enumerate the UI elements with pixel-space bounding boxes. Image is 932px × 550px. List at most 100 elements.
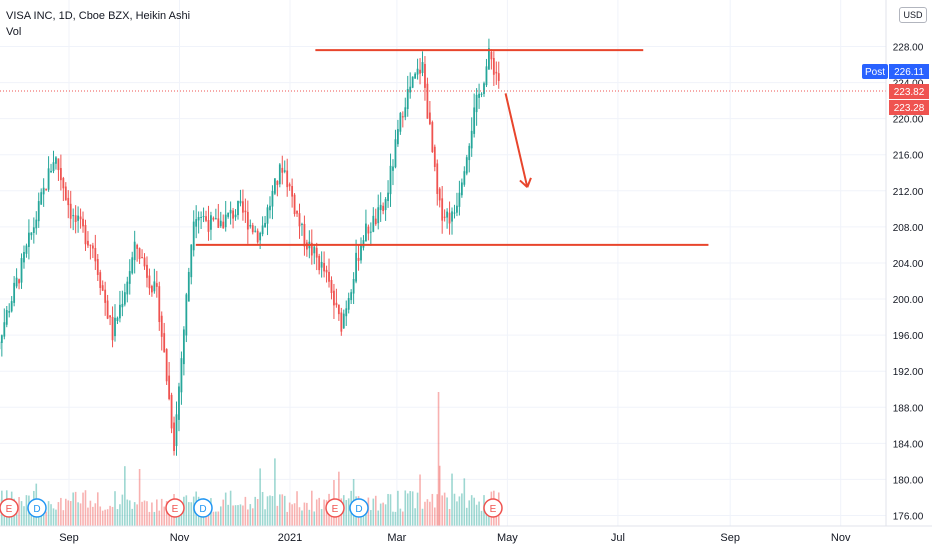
candle-body [138,248,141,259]
volume-bar [65,498,67,526]
candle-body [192,221,195,251]
last-price-badge-bg [889,84,929,99]
candle-body [350,292,353,301]
candle-body [397,129,399,145]
volume-bar [229,490,232,526]
candle-body [374,218,377,225]
candle-body [160,315,163,337]
candle-body [119,304,121,319]
volume-bar [384,504,387,526]
candle-body [463,171,466,185]
volume-bar [303,502,306,526]
volume-bar [379,503,382,526]
candle-body [433,146,436,167]
candle-body [18,279,20,284]
candle-body [431,122,434,153]
volume-bar [146,501,148,526]
candle-body [136,244,139,249]
candle-body [365,223,367,242]
candle-body [185,294,188,336]
volume-bar [259,468,261,526]
candle-body [352,278,355,294]
volume-bar [306,502,308,526]
candle-body [232,210,234,219]
volume-bar [121,494,124,526]
volume-bar [377,510,380,526]
volume-histogram [0,392,500,526]
candle-body [35,219,38,229]
candle-body [153,281,156,292]
dividend-marker[interactable]: D [349,498,369,518]
candle-body [409,86,412,93]
candle-body [77,215,79,221]
candle-body [214,218,217,220]
volume-bar [69,501,72,526]
candle-body [276,181,279,185]
volume-bar [431,493,434,526]
candle-body [168,375,171,400]
candle-body [360,244,362,261]
candle-body [379,204,382,211]
volume-bar [446,497,448,526]
volume-bar [261,491,264,526]
volume-bar [311,490,313,526]
candle-body [229,209,232,214]
candle-body [281,167,284,173]
volume-bar [266,496,269,526]
dividend-marker[interactable]: D [27,498,47,518]
x-tick-label: Sep [59,532,79,544]
dividend-marker[interactable]: D [193,498,213,518]
earnings-marker[interactable]: E [483,498,503,518]
volume-bar [23,506,25,526]
candle-body [42,187,45,195]
candle-body [170,394,173,429]
candle-body [414,73,417,79]
currency-button[interactable]: USD [899,7,927,23]
candle-body [133,241,136,261]
candle-body [55,157,57,164]
volume-bar [495,511,498,526]
y-tick-label: 208.00 [893,223,924,234]
volume-bar [330,508,333,526]
candle-body [318,255,321,271]
volume-bar [217,511,220,526]
candle-body [362,240,365,248]
volume-bar [77,502,79,526]
candle-body [69,203,72,219]
candle-body [458,192,461,207]
candle-body [256,230,259,243]
volume-bar [237,505,239,526]
y-tick-label: 200.00 [893,295,924,306]
marker-circle [165,498,185,518]
candle-body [128,271,131,284]
volume-indicator-label[interactable]: Vol [6,26,22,38]
candle-body [74,215,77,223]
earnings-marker[interactable]: E [0,498,19,518]
y-tick-label: 192.00 [893,367,924,378]
candle-body [372,215,375,232]
volume-bar [244,496,247,526]
volume-bar [392,511,394,526]
candle-body [45,188,48,190]
volume-bar [485,508,488,526]
volume-bar [25,495,28,526]
volume-bar [274,458,276,526]
earnings-marker[interactable]: E [325,498,345,518]
candle-body [333,290,335,306]
volume-bar [40,508,42,526]
volume-bar [411,491,414,526]
volume-bar [276,505,279,526]
volume-bar [325,500,328,526]
marker-label: D [33,504,40,515]
candle-body [377,207,380,224]
candle-body [475,94,478,113]
x-tick-label: Nov [831,532,851,544]
earnings-marker[interactable]: E [165,498,185,518]
candle-body [173,422,175,452]
volume-bar [372,498,375,526]
volume-bar [367,497,370,526]
candle-body [190,244,193,278]
symbol-title[interactable]: VISA INC, 1D, Cboe BZX, Heikin Ashi [6,10,191,22]
volume-bar [254,496,257,526]
